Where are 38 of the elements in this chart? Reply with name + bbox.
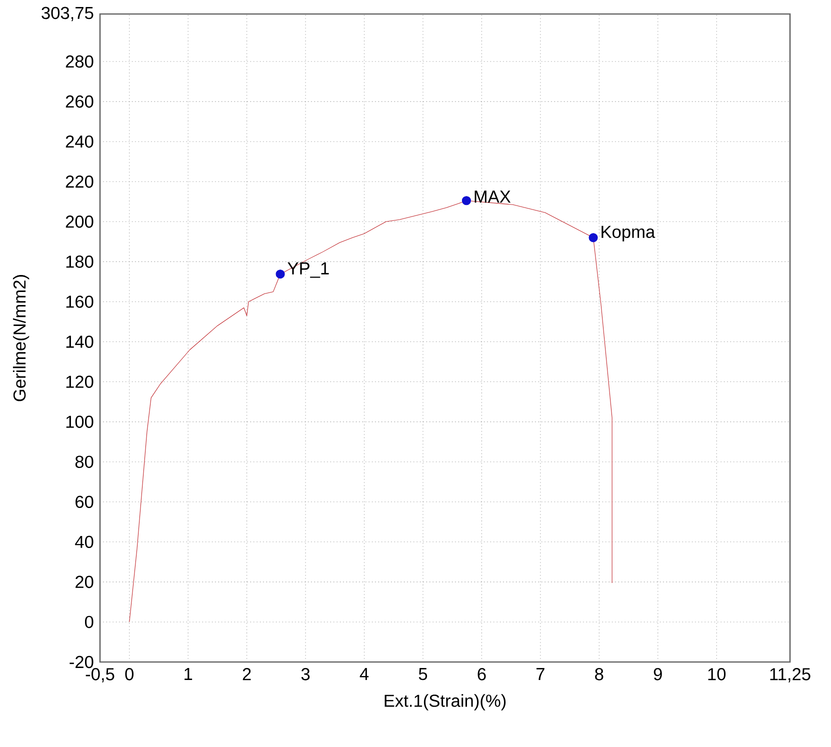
x-tick-label: 5 [418, 668, 428, 680]
x-tick-label: 2 [242, 668, 251, 680]
x-tick-label: 11,25 [770, 668, 810, 682]
point [462, 196, 471, 206]
annotation: YP_1 [288, 262, 329, 278]
y-tick-label: 20 [76, 576, 94, 588]
y-tick-label: 140 [66, 336, 94, 348]
x-tick-label: 6 [478, 668, 486, 680]
y-tick-label: 200 [66, 216, 94, 228]
x-tick-label: 0 [125, 668, 134, 680]
x-tick-label: 1 [184, 668, 192, 680]
x-tick-label: 3 [301, 668, 310, 680]
x-tick-label: 8 [595, 668, 604, 680]
y-tick-label: 180 [66, 256, 94, 268]
y-tick-label: 260 [66, 95, 94, 108]
y-tick-label: 240 [66, 135, 94, 148]
y-tick-label: 60 [76, 496, 94, 508]
annotation: Kopma [602, 226, 656, 242]
x-tick-label: 10 [708, 668, 726, 680]
x-tick-label: 7 [536, 668, 544, 680]
y-tick-label: 80 [75, 456, 94, 468]
x-tick-label: 9 [654, 668, 662, 680]
x-tick-label: 4 [360, 668, 369, 680]
y-axis-title: Gerilme(N/mm2) [12, 275, 30, 402]
y-tick-label: 160 [66, 296, 94, 308]
y-tick-label: 0 [84, 616, 94, 628]
y-tick-label: 280 [66, 55, 94, 68]
annotation: MAX [474, 190, 511, 203]
y-tick-label: 100 [66, 416, 94, 428]
y-tick-label: 303,75 [42, 6, 94, 22]
y-tick-label: 120 [66, 376, 94, 388]
x-tick-label: -0,5 [86, 668, 114, 682]
x-axis-title: Ext.1(Strain)(%) [384, 694, 506, 710]
point [588, 233, 598, 242]
y-tick-label: 40 [75, 536, 94, 548]
y-tick-label: 220 [66, 175, 94, 188]
y-tick-label: -20 [70, 656, 94, 668]
point [276, 270, 285, 279]
